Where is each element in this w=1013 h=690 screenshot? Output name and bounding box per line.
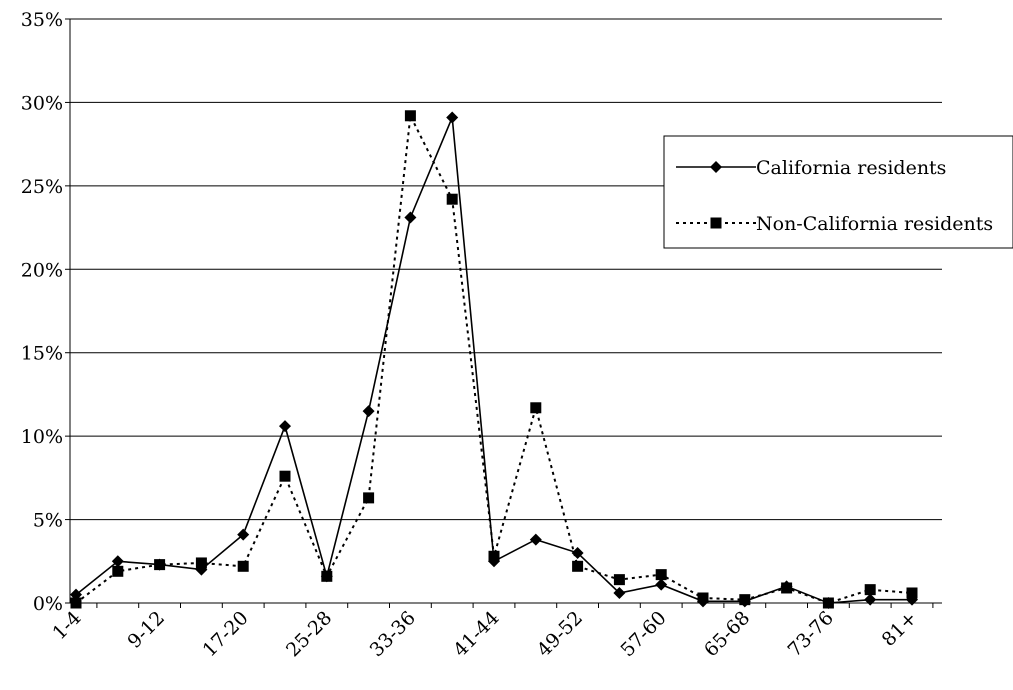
x-tick-label: 17-20 xyxy=(198,607,252,661)
series-layer xyxy=(70,110,918,609)
x-tick-label: 49-52 xyxy=(533,607,587,661)
grid-lines xyxy=(70,18,942,521)
data-point xyxy=(404,211,417,224)
data-point xyxy=(655,569,667,581)
data-point xyxy=(237,560,249,572)
series-non-california xyxy=(70,110,918,609)
x-tick-label: 33-36 xyxy=(366,607,420,661)
legend-marker-non-california xyxy=(710,217,722,229)
x-tick-label: 57-60 xyxy=(616,607,670,661)
data-point xyxy=(822,597,834,609)
data-point xyxy=(739,594,751,606)
data-point xyxy=(111,555,124,568)
data-point xyxy=(279,470,291,482)
data-point xyxy=(781,582,793,594)
legend-label-california: California residents xyxy=(756,157,946,179)
data-point xyxy=(488,550,500,562)
data-point xyxy=(321,570,333,582)
legend-box xyxy=(663,135,1013,249)
y-tick-label: 0% xyxy=(33,593,63,615)
x-tick-label: 65-68 xyxy=(700,607,754,661)
x-tick-label: 25-28 xyxy=(282,607,336,661)
data-point xyxy=(112,565,124,577)
data-point xyxy=(613,574,625,586)
y-tick-label: 20% xyxy=(21,259,63,281)
axes xyxy=(65,18,942,608)
data-point xyxy=(446,111,459,124)
data-point xyxy=(70,597,82,609)
data-point xyxy=(195,557,207,569)
data-point xyxy=(613,586,626,599)
y-tick-label: 30% xyxy=(21,92,63,114)
data-point xyxy=(237,528,250,541)
data-point xyxy=(530,402,542,414)
legend: California residents Non-California resi… xyxy=(663,135,1013,249)
data-point xyxy=(864,593,877,606)
data-point xyxy=(154,559,166,571)
data-point xyxy=(363,492,375,504)
data-point xyxy=(572,560,584,572)
data-point xyxy=(404,110,416,122)
y-tick-label: 15% xyxy=(21,343,63,365)
series-line xyxy=(75,112,913,605)
x-tick-label: 73-76 xyxy=(784,607,838,661)
legend-label-non-california: Non-California residents xyxy=(756,213,993,235)
y-tick-label: 35% xyxy=(21,9,63,31)
data-point xyxy=(362,405,375,418)
y-tick-label: 5% xyxy=(33,510,63,532)
data-point xyxy=(864,584,876,596)
y-tick-label: 10% xyxy=(21,426,63,448)
data-point xyxy=(906,587,918,599)
x-tick-label: 81+ xyxy=(878,607,922,651)
y-tick-label: 25% xyxy=(21,176,63,198)
data-point xyxy=(529,533,542,546)
data-point xyxy=(446,193,458,205)
x-tick-label: 41-44 xyxy=(449,607,503,661)
data-point xyxy=(655,578,668,591)
data-point xyxy=(697,592,709,604)
legend-marker-california xyxy=(710,161,722,173)
x-tick-label: 9-12 xyxy=(123,607,169,653)
data-point xyxy=(279,420,291,433)
